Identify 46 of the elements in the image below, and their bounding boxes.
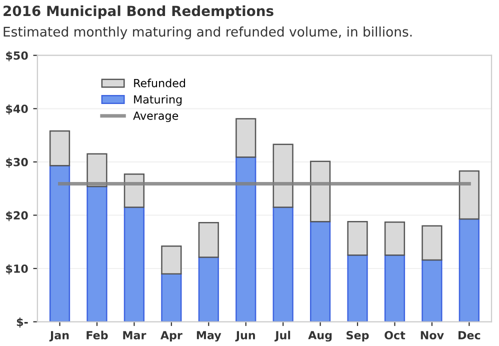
x-tick-label: Nov [420,331,444,340]
bar [384,222,406,256]
y-tick-label: $50 [6,51,28,62]
bar [310,160,331,222]
x-tick-label: Feb [86,330,108,340]
y-tick-label: $30 [6,158,28,168]
legend-label: Refunded [134,78,186,88]
bar [86,186,108,322]
x-tick-label: Aug [308,331,332,342]
bar [272,144,294,208]
x-tick-label: Apr [160,331,182,342]
bar [422,259,442,322]
y-tick-label: $40 [6,104,28,114]
bar [347,220,368,256]
x-tick-label: Jul [274,330,290,342]
bar [310,220,331,322]
y-tick-label: $20 [6,210,28,222]
x-tick-label: May [196,331,222,342]
bar [86,153,108,188]
bar [384,254,406,322]
x-tick-label: Mar [123,331,146,340]
bar [198,256,219,322]
bar [161,245,182,274]
bar [236,156,256,322]
y-tick-label: $- [16,318,28,328]
x-tick-label: Dec [458,331,480,340]
bar [347,254,368,322]
bar [422,225,442,261]
bar [458,170,480,220]
x-tick-label: Sep [346,331,369,342]
y-tick-label: $10 [6,264,28,274]
x-tick-label: Jun [235,331,255,342]
bar [272,206,294,322]
legend-label: Maturing [134,94,182,106]
legend-label: Average [133,112,178,122]
chart-title: 2016 Municipal Bond Redemptions [4,5,274,19]
x-tick-label: Jan [49,331,69,342]
bar [458,218,480,322]
bar [49,165,70,322]
bar [198,222,219,258]
x-tick-label: Oct [384,331,406,340]
chart-subtitle: Estimated monthly maturing and refunded volume, in billions. [4,26,412,40]
bar [161,273,182,322]
bar [236,118,256,158]
bar [49,130,70,166]
bar [124,206,144,322]
